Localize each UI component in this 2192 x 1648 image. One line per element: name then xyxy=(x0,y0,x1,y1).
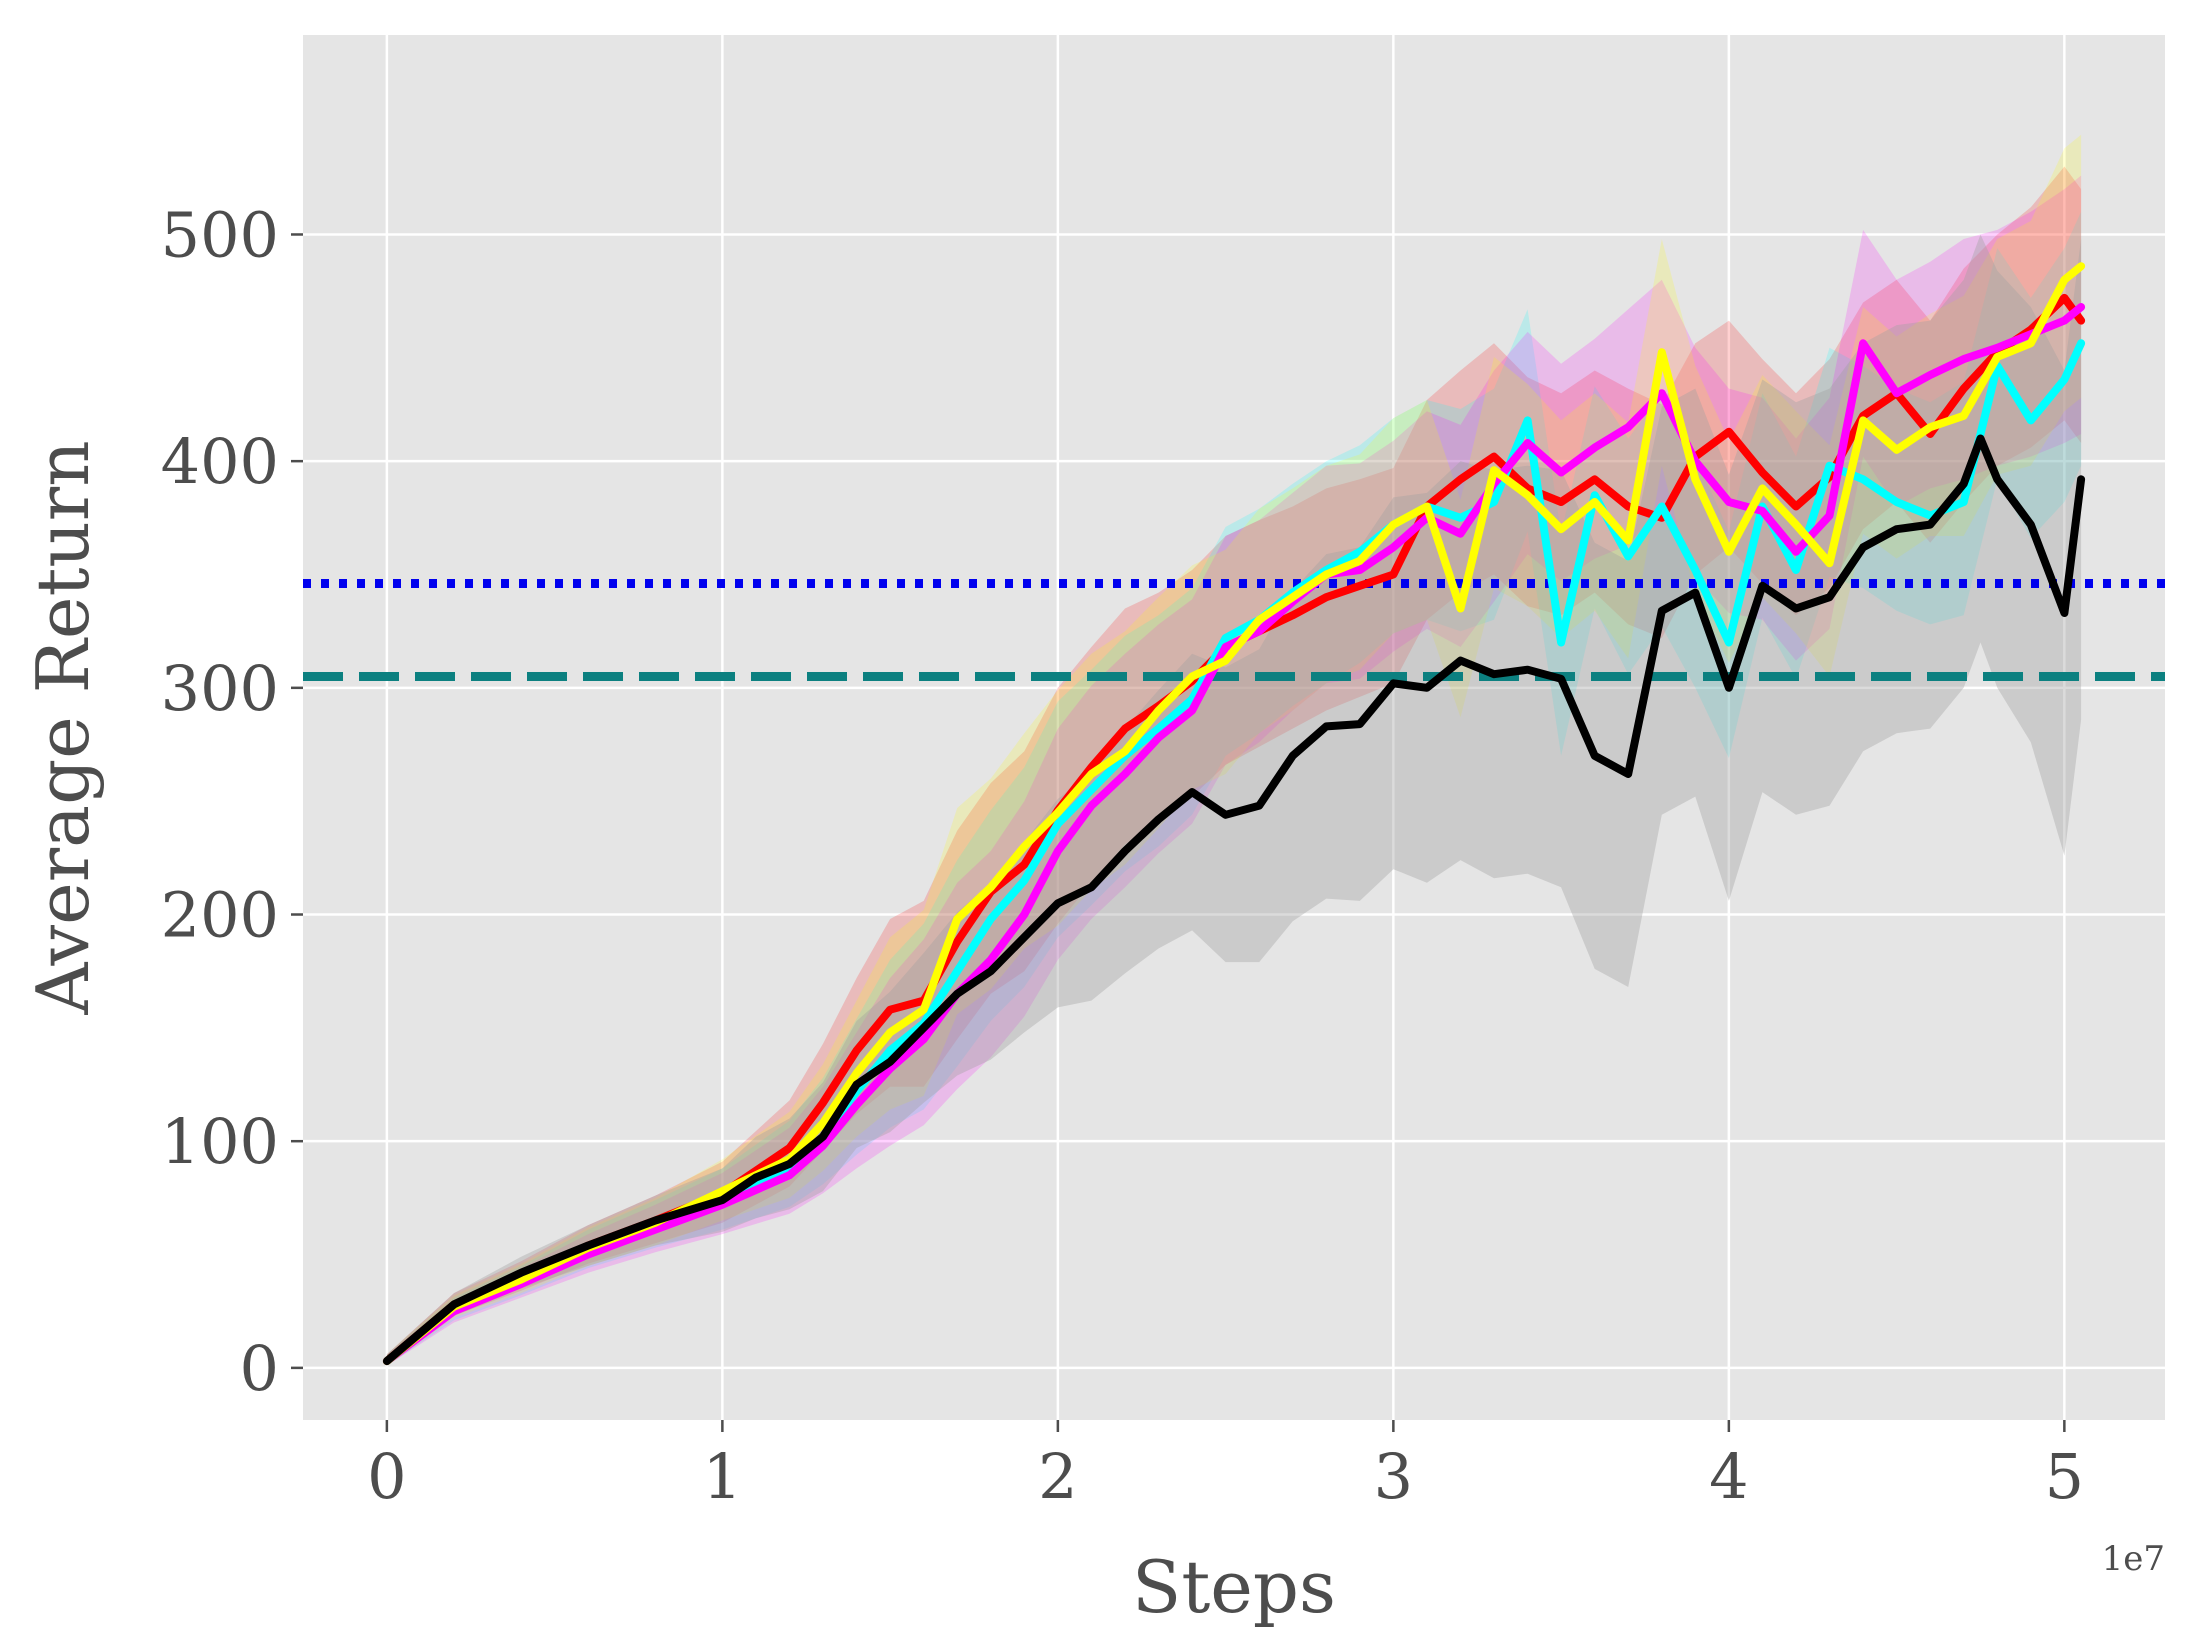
series-3-band xyxy=(386,134,2082,1366)
series-1-band xyxy=(386,211,2082,1366)
x-tick-label: 0 xyxy=(367,1440,406,1513)
reference-lines xyxy=(303,579,2165,681)
y-ticks: 0 100 200 300 400 500 xyxy=(161,198,303,1405)
y-tick-label: 400 xyxy=(161,425,279,498)
y-tick-label: 500 xyxy=(161,198,279,271)
x-tick-label: 1 xyxy=(703,1440,742,1513)
y-tick-label: 300 xyxy=(161,652,279,725)
series-0-band xyxy=(386,166,2082,1366)
x-tick-label: 3 xyxy=(1374,1440,1413,1513)
series-2-line xyxy=(382,303,2086,1366)
y-tick-label: 100 xyxy=(161,1105,279,1178)
y-axis-label: Average Return xyxy=(21,440,105,1015)
x-axis-label: Steps xyxy=(1132,1545,1336,1629)
x-tick-label: 4 xyxy=(1709,1440,1748,1513)
series-4-line xyxy=(382,434,2086,1366)
series-3-line xyxy=(382,262,2086,1366)
x-axis-offset-label: 1e7 xyxy=(2102,1539,2165,1579)
plot-background xyxy=(303,35,2165,1420)
x-tick-label: 5 xyxy=(2045,1440,2084,1513)
x-ticks: 0 1 2 3 4 5 xyxy=(367,1420,2084,1513)
series-2-band xyxy=(386,175,2082,1366)
y-tick-label: 200 xyxy=(161,879,279,952)
x-tick-label: 2 xyxy=(1038,1440,1077,1513)
y-tick-label: 0 xyxy=(240,1332,279,1405)
series-lines xyxy=(382,262,2086,1366)
